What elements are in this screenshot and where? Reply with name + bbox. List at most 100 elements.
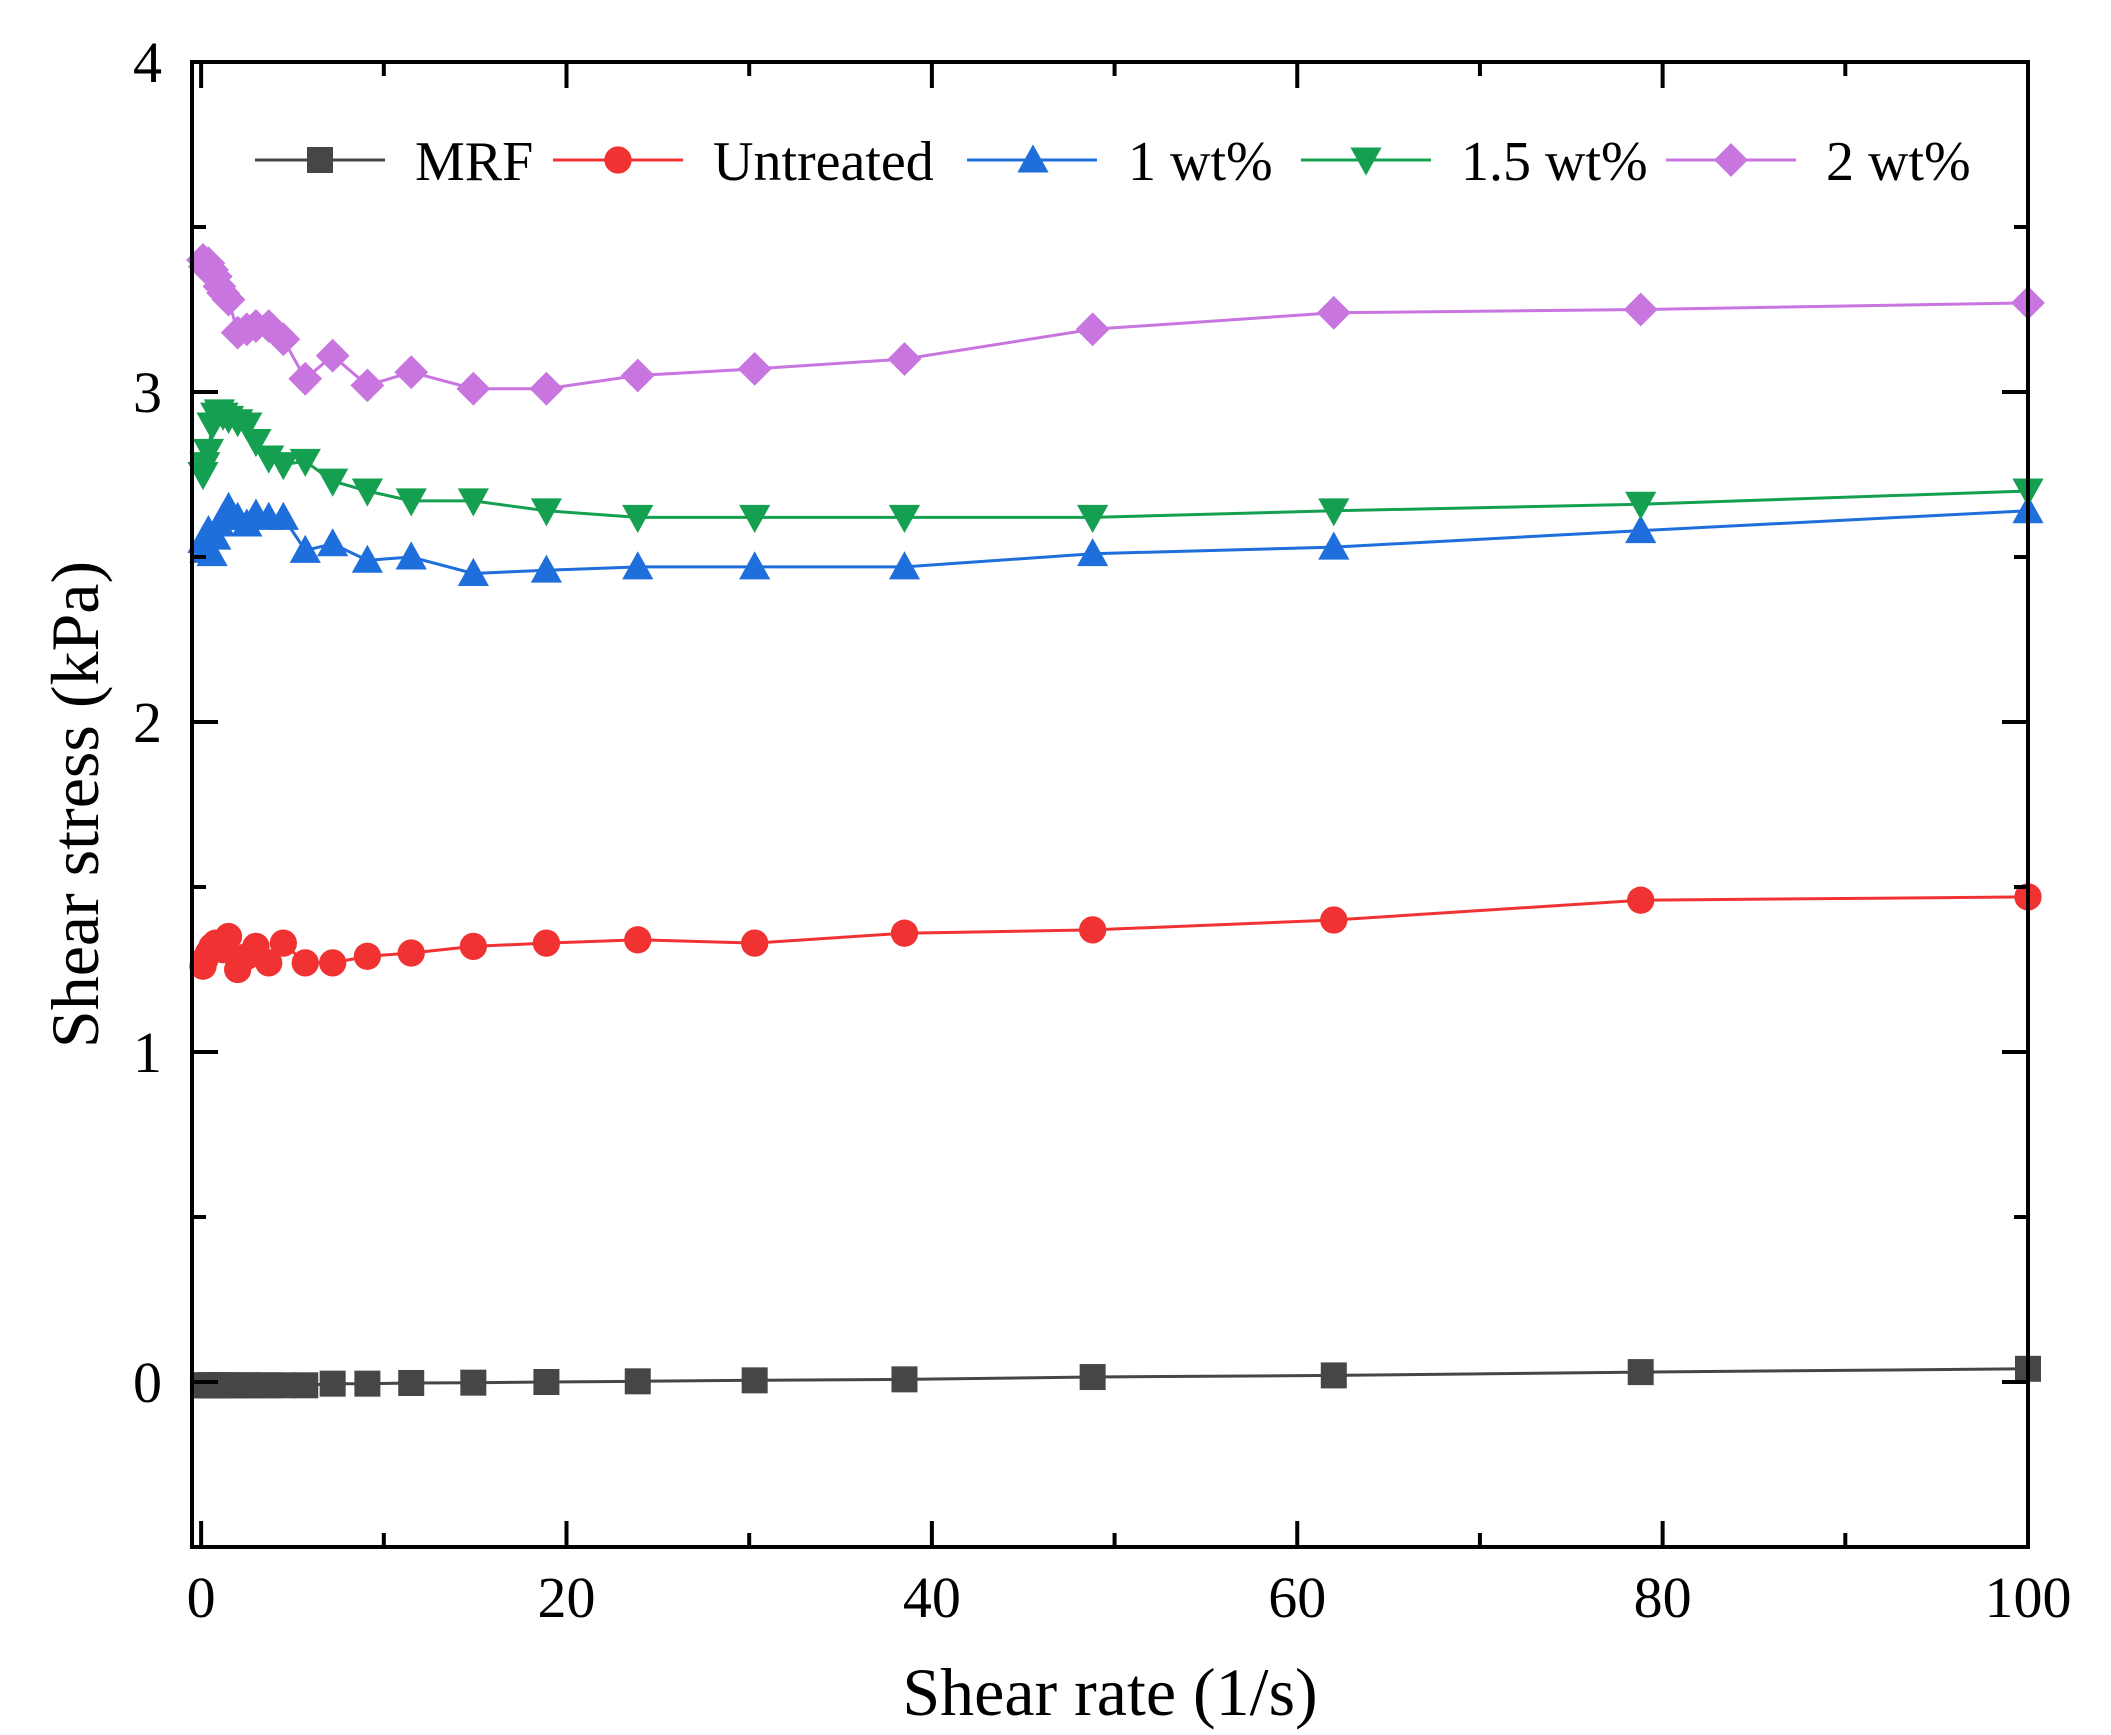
legend-item-2-wt: 2 wt% [1666, 131, 1971, 193]
data-point [460, 1369, 487, 1396]
data-point [1077, 538, 1109, 567]
data-point [457, 557, 489, 586]
data-point [1627, 886, 1655, 914]
data-point [1623, 292, 1658, 327]
data-point [1627, 1359, 1654, 1386]
data-point [888, 551, 921, 580]
x-axis-label: Shear rate (1/s) [902, 1654, 1317, 1730]
data-point [891, 1366, 918, 1393]
data-point [1625, 491, 1657, 520]
data-point [529, 371, 564, 406]
data-point [739, 551, 771, 580]
data-point [214, 922, 243, 951]
data-point [1316, 295, 1351, 330]
data-point [267, 501, 299, 530]
x-tick-label: 80 [1634, 1565, 1692, 1630]
data-point [397, 939, 425, 967]
data-point [530, 554, 563, 583]
data-point [289, 448, 321, 477]
legend-marker [604, 146, 632, 174]
data-point [267, 452, 299, 481]
data-point [317, 468, 349, 497]
legend-marker [1350, 147, 1382, 176]
legend-label: 1 wt% [1128, 131, 1273, 193]
data-point [533, 1369, 560, 1395]
data-point [622, 551, 654, 580]
data-point [457, 488, 489, 517]
x-tick-label: 60 [1268, 1565, 1326, 1630]
plot-frame [190, 60, 2030, 1549]
data-point [266, 322, 301, 357]
data-point [288, 361, 323, 396]
data-point [231, 412, 263, 441]
y-tick-label: 4 [133, 30, 162, 95]
data-point [532, 929, 561, 957]
data-point [394, 355, 429, 390]
data-point [1625, 515, 1657, 544]
data-point [350, 368, 385, 403]
legend-item-1-wt: 1 wt% [967, 131, 1273, 193]
data-point [319, 1370, 346, 1397]
data-point [741, 929, 769, 957]
data-point [739, 504, 771, 533]
series-layer [186, 243, 2045, 1399]
data-point [1318, 531, 1350, 560]
x-tick-label: 0 [187, 1565, 216, 1630]
data-point [317, 528, 349, 557]
data-point [530, 498, 563, 527]
data-point [1320, 906, 1348, 934]
y-tick-label: 2 [133, 690, 162, 755]
data-point [890, 919, 919, 947]
series-1-wt [187, 491, 2044, 586]
y-tick-label: 0 [133, 1350, 162, 1415]
data-point [315, 338, 350, 373]
data-point [887, 342, 922, 376]
data-point [353, 942, 382, 970]
tick-layer: 0 20 40 60 80 100 0 1 2 3 4 [133, 30, 2072, 1630]
data-point [888, 504, 921, 533]
data-point [319, 949, 347, 977]
x-tick-label: 40 [903, 1565, 961, 1630]
data-point [737, 352, 772, 386]
data-point [459, 932, 487, 961]
y-tick-label: 3 [133, 360, 162, 425]
series-2-wt [186, 243, 2045, 406]
data-point [291, 949, 319, 977]
data-point [192, 438, 225, 467]
data-point [620, 358, 655, 393]
data-point [1320, 1362, 1347, 1389]
data-point [354, 1370, 381, 1397]
data-point [270, 1372, 297, 1399]
data-point [741, 1367, 768, 1394]
data-point [351, 544, 383, 573]
legend-marker [307, 147, 333, 173]
data-point [1079, 1364, 1106, 1391]
x-tick-label: 20 [538, 1565, 596, 1630]
data-point [351, 478, 383, 507]
data-point [398, 1369, 425, 1396]
data-point [624, 926, 652, 954]
x-tick-label: 100 [1985, 1565, 2072, 1630]
data-point [289, 534, 321, 563]
data-point [255, 949, 283, 977]
y-axis-label: Shear stress (kPa) [37, 561, 113, 1048]
legend-label: 1.5 wt% [1461, 131, 1648, 193]
data-point [624, 1368, 651, 1395]
data-point [456, 371, 491, 406]
data-point [1075, 312, 1110, 347]
series-1-5-wt [187, 399, 2044, 533]
data-point [211, 282, 246, 317]
data-point [1318, 498, 1350, 527]
series-untreated [189, 883, 2042, 984]
data-point [395, 488, 427, 517]
data-point [395, 541, 427, 570]
data-point [240, 429, 272, 458]
data-point [292, 1372, 319, 1399]
legend-item-1-5-wt: 1.5 wt% [1301, 131, 1648, 193]
data-point [1078, 916, 1107, 944]
legend-label: MRF [415, 131, 533, 193]
legend-marker [1017, 144, 1049, 173]
legend-marker [1714, 143, 1748, 177]
